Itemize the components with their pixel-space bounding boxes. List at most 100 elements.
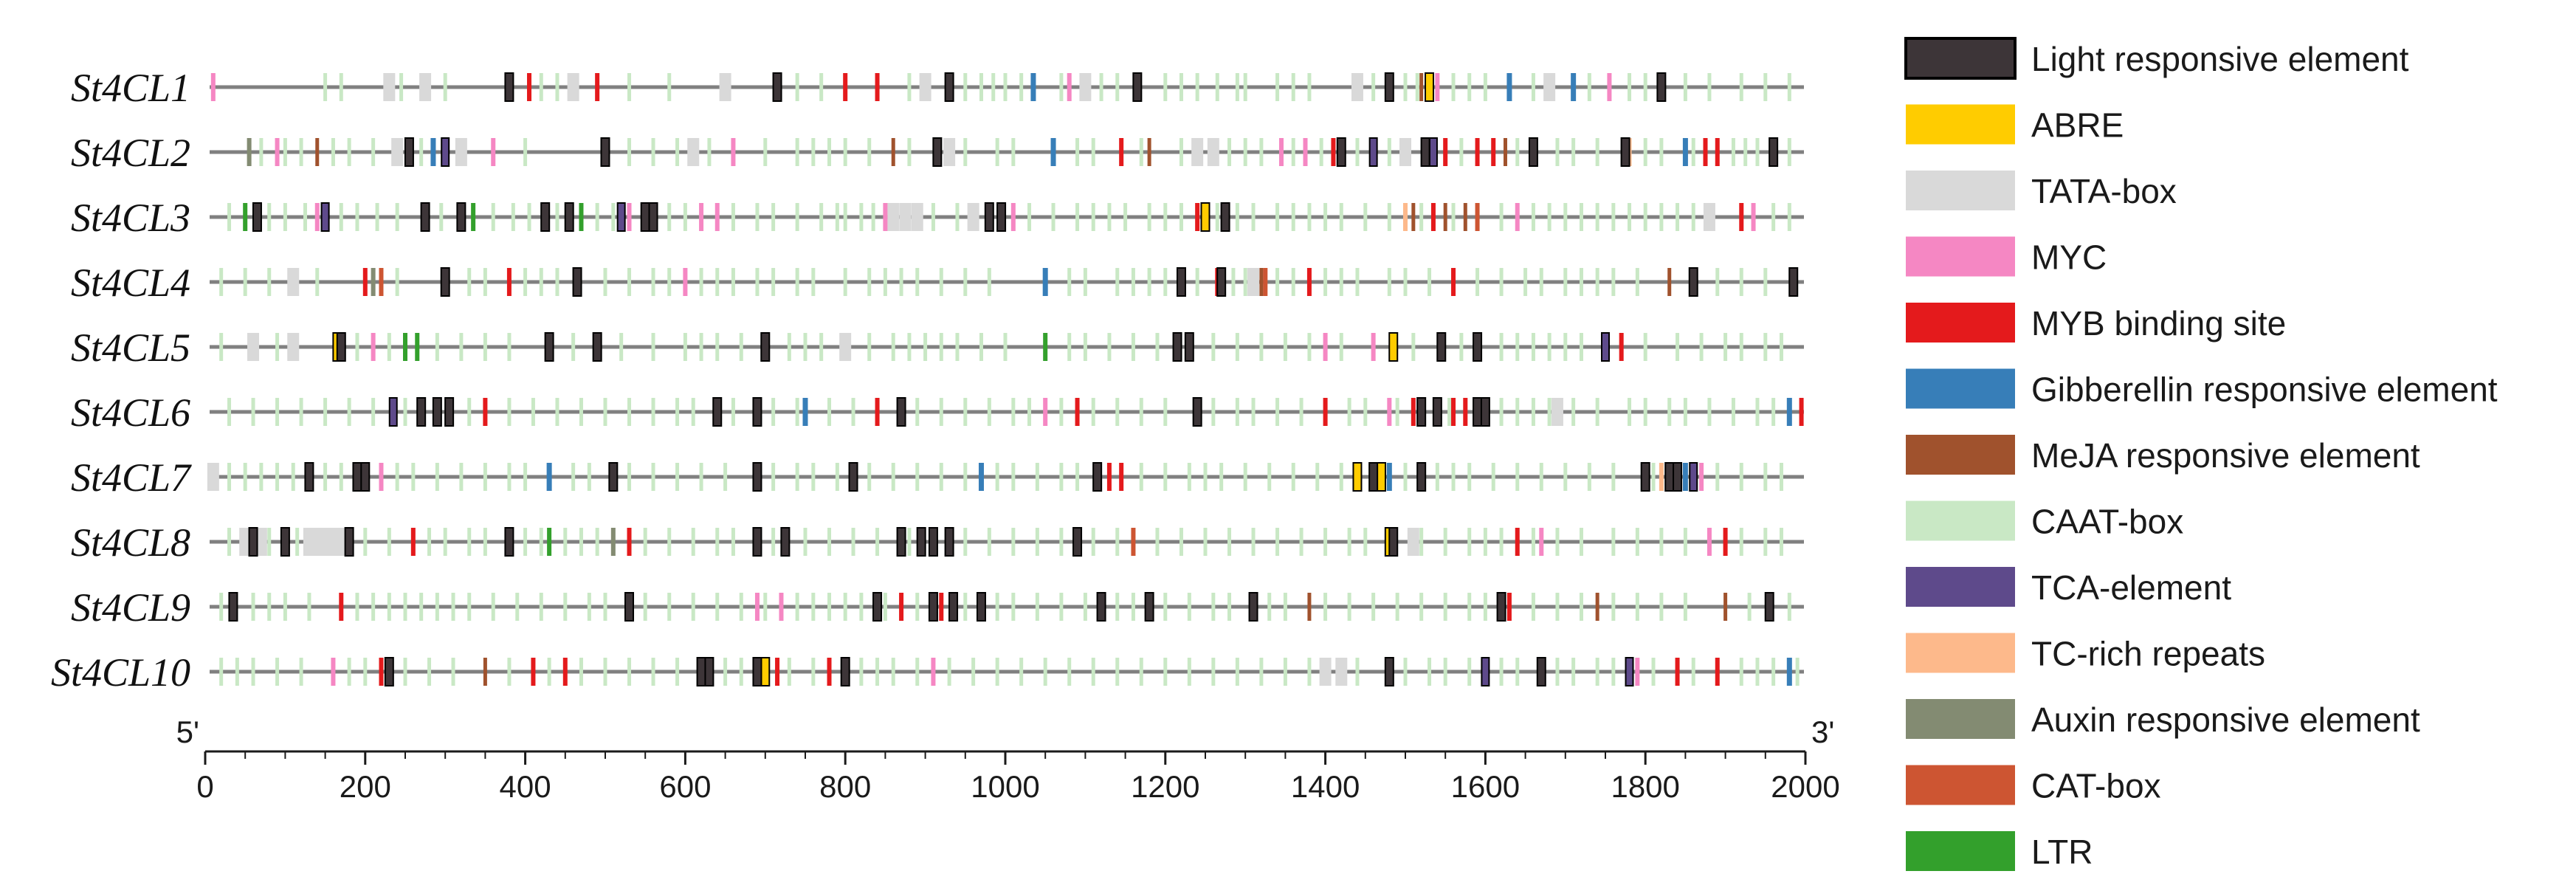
legend-swatch	[1906, 765, 2015, 805]
caat-element-mark	[355, 203, 359, 231]
light-element-mark	[752, 527, 762, 557]
caat-element-mark	[795, 203, 799, 231]
light-element-mark	[344, 527, 354, 557]
light-element-mark	[772, 72, 782, 102]
caat-element-mark	[1059, 528, 1064, 556]
caat-element-mark	[419, 138, 424, 166]
caat-element-mark	[867, 138, 872, 166]
caat-element-mark	[771, 203, 776, 231]
caat-element-mark	[1363, 203, 1368, 231]
gene-label: St4CL2	[71, 131, 190, 175]
caat-element-mark	[427, 528, 432, 556]
light-element-mark	[540, 202, 551, 232]
caat-element-mark	[987, 528, 991, 556]
meja-element-mark	[1419, 73, 1424, 101]
caat-element-mark	[275, 658, 280, 686]
caat-element-mark	[1779, 528, 1783, 556]
caat-element-mark	[1747, 593, 1752, 621]
caat-element-mark	[539, 268, 543, 296]
caat-element-mark	[859, 593, 864, 621]
caat-element-mark	[1011, 398, 1016, 426]
tata-element-mark	[1551, 398, 1563, 426]
caat-element-mark	[459, 463, 464, 491]
legend-item-tata: TATA-box	[1906, 171, 2177, 210]
caat-element-mark	[827, 593, 832, 621]
caat-element-mark	[1231, 268, 1236, 296]
myc-element-mark	[1303, 138, 1308, 166]
legend-item-tc: TC-rich repeats	[1906, 633, 2265, 673]
caat-element-mark	[683, 203, 687, 231]
caat-element-mark	[1035, 463, 1039, 491]
caat-element-mark	[435, 463, 439, 491]
caat-element-mark	[1387, 138, 1391, 166]
light-element-mark	[1496, 592, 1506, 622]
caat-element-mark	[1755, 138, 1760, 166]
caat-element-mark	[1467, 593, 1472, 621]
caat-element-mark	[1215, 203, 1219, 231]
axis-tick-label: 200	[340, 769, 391, 804]
light-element-mark	[1384, 657, 1394, 686]
caat-element-mark	[1235, 333, 1239, 361]
legend-swatch	[1906, 699, 2015, 739]
myb-element-mark	[1430, 203, 1436, 231]
gib-element-mark	[546, 463, 552, 491]
caat-element-mark	[1003, 73, 1008, 101]
tca-element-mark	[1689, 462, 1698, 492]
light-element-mark	[896, 397, 906, 427]
gene-label: St4CL5	[71, 326, 190, 370]
caat-element-mark	[1723, 333, 1728, 361]
caat-element-mark	[1467, 73, 1472, 101]
gene-track-st4cl7: St4CL7	[71, 455, 1804, 500]
caat-element-mark	[251, 593, 255, 621]
caat-element-mark	[691, 528, 695, 556]
myb-element-mark	[1411, 398, 1416, 426]
meja-element-mark	[315, 138, 320, 166]
caat-element-mark	[275, 333, 280, 361]
caat-element-mark	[1187, 463, 1191, 491]
myc-element-mark	[1435, 73, 1440, 101]
tata-element-mark	[239, 528, 252, 556]
caat-element-mark	[627, 398, 632, 426]
light-element-mark	[1092, 462, 1103, 492]
caat-element-mark	[1195, 268, 1199, 296]
caat-element-mark	[1027, 398, 1032, 426]
caat-element-mark	[1067, 268, 1072, 296]
caat-element-mark	[1587, 463, 1591, 491]
light-element-mark	[1480, 397, 1490, 427]
caat-element-mark	[1291, 138, 1295, 166]
caat-element-mark	[1115, 528, 1120, 556]
light-element-mark	[248, 527, 258, 557]
caat-element-mark	[1227, 528, 1232, 556]
myb-element-mark	[875, 73, 880, 101]
caat-element-mark	[1651, 658, 1656, 686]
legend-item-abre: ABRE	[1906, 104, 2124, 145]
caat-element-mark	[483, 528, 487, 556]
light-element-mark	[600, 137, 610, 167]
caat-element-mark	[547, 658, 551, 686]
caat-element-mark	[1443, 528, 1447, 556]
caat-element-mark	[483, 333, 487, 361]
light-element-mark	[760, 332, 771, 362]
light-element-mark	[1436, 332, 1447, 362]
light-element-mark	[1220, 202, 1230, 232]
caat-element-mark	[667, 203, 672, 231]
caat-element-mark	[1019, 73, 1024, 101]
caat-element-mark	[1211, 333, 1216, 361]
tata-element-mark	[687, 138, 700, 166]
light-element-mark	[1473, 332, 1483, 362]
caat-element-mark	[1419, 203, 1424, 231]
caat-element-mark	[819, 73, 824, 101]
caat-element-mark	[587, 593, 591, 621]
caat-element-mark	[1739, 528, 1743, 556]
light-element-mark	[1769, 137, 1779, 167]
caat-element-mark	[651, 138, 655, 166]
caat-element-mark	[907, 73, 912, 101]
caat-element-mark	[1531, 73, 1535, 101]
caat-element-mark	[1147, 268, 1151, 296]
tata-element-mark	[567, 73, 579, 101]
light-element-mark	[544, 332, 554, 362]
light-element-mark	[944, 527, 954, 557]
caat-element-mark	[1731, 398, 1735, 426]
caat-element-mark	[491, 593, 495, 621]
cat-element-mark	[379, 268, 384, 296]
